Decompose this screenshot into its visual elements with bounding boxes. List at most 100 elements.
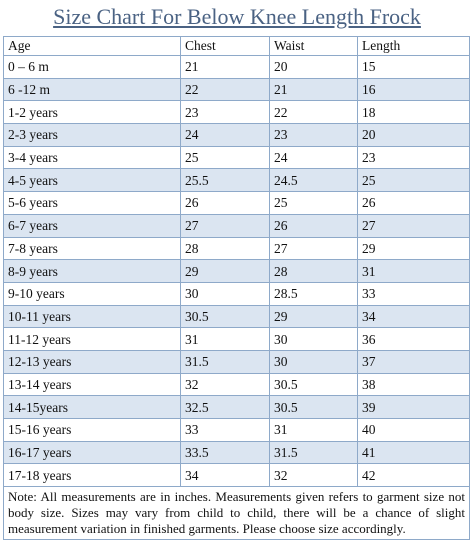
header-cell: Waist — [269, 36, 358, 56]
header-row: Age Chest Waist Length — [3, 36, 470, 56]
cell: 13-14 years — [3, 372, 181, 397]
cell: 24 — [180, 123, 270, 147]
cell: 29 — [357, 236, 470, 261]
cell: 25.5 — [180, 168, 270, 193]
cell: 28 — [269, 259, 358, 283]
cell: 38 — [357, 372, 470, 397]
cell: 2-3 years — [3, 123, 181, 147]
row: 9-10 years 30 28.5 33 — [3, 281, 470, 306]
row: 10-11 years 30.5 29 34 — [3, 304, 470, 329]
cell: 37 — [357, 349, 470, 374]
cell: 16-17 years — [3, 440, 181, 465]
row: 2-3 years 24 23 20 — [3, 123, 470, 147]
row: 11-12 years 31 30 36 — [3, 327, 470, 351]
cell: 29 — [269, 304, 358, 329]
row: 6 -12 m 22 21 16 — [3, 77, 470, 102]
cell: 24.5 — [269, 168, 358, 193]
cell: 6-7 years — [3, 213, 181, 238]
cell: 31 — [180, 327, 270, 351]
row: 6-7 years 27 26 27 — [3, 213, 470, 238]
cell: 27 — [180, 213, 270, 238]
cell: 10-11 years — [3, 304, 181, 329]
note: Note: All measurements are in inches. Me… — [3, 486, 470, 541]
cell: 9-10 years — [3, 281, 181, 306]
cell: 8-9 years — [3, 259, 181, 283]
title: Size Chart For Below Knee Length Frock — [53, 4, 421, 29]
cell: 20 — [357, 123, 470, 147]
cell: 30.5 — [269, 372, 358, 397]
cell: 6 -12 m — [3, 77, 181, 102]
cell: 11-12 years — [3, 327, 181, 351]
cell: 33 — [357, 281, 470, 306]
cell: 34 — [357, 304, 470, 329]
cell: 0 – 6 m — [3, 55, 181, 79]
row: 5-6 years 26 25 26 — [3, 191, 470, 215]
cell: 33 — [180, 418, 270, 442]
row: 8-9 years 29 28 31 — [3, 259, 470, 283]
cell: 4-5 years — [3, 168, 181, 193]
note-row: Note: All measurements are in inches. Me… — [3, 486, 470, 541]
cell: 18 — [357, 100, 470, 125]
cell: 15-16 years — [3, 418, 181, 442]
cell: 26 — [180, 191, 270, 215]
cell: 39 — [357, 395, 470, 419]
cell: 22 — [180, 77, 270, 102]
cell: 26 — [357, 191, 470, 215]
cell: 22 — [269, 100, 358, 125]
cell: 1-2 years — [3, 100, 181, 125]
cell: 32 — [180, 372, 270, 397]
cell: 42 — [357, 463, 470, 488]
cell: 32 — [269, 463, 358, 488]
cell: 7-8 years — [3, 236, 181, 261]
row: 0 – 6 m 21 20 15 — [3, 55, 470, 79]
cell: 3-4 years — [3, 145, 181, 170]
cell: 26 — [269, 213, 358, 238]
cell: 30 — [269, 349, 358, 374]
cell: 30.5 — [180, 304, 270, 329]
row: 14-15years 32.5 30.5 39 — [3, 395, 470, 419]
cell: 21 — [180, 55, 270, 79]
row: 15-16 years 33 31 40 — [3, 418, 470, 442]
cell: 30 — [180, 281, 270, 306]
row: 3-4 years 25 24 23 — [3, 145, 470, 170]
cell: 23 — [180, 100, 270, 125]
row: 12-13 years 31.5 30 37 — [3, 349, 470, 374]
row: 7-8 years 28 27 29 — [3, 236, 470, 261]
cell: 27 — [269, 236, 358, 261]
cell: 36 — [357, 327, 470, 351]
cell: 16 — [357, 77, 470, 102]
cell: 28 — [180, 236, 270, 261]
cell: 40 — [357, 418, 470, 442]
cell: 24 — [269, 145, 358, 170]
row: 13-14 years 32 30.5 38 — [3, 372, 470, 397]
cell: 12-13 years — [3, 349, 181, 374]
cell: 20 — [269, 55, 358, 79]
cell: 17-18 years — [3, 463, 181, 488]
cell: 15 — [357, 55, 470, 79]
cell: 41 — [357, 440, 470, 465]
header-cell: Age — [3, 36, 181, 56]
header-cell: Chest — [180, 36, 270, 56]
cell: 29 — [180, 259, 270, 283]
row: 17-18 years 34 32 42 — [3, 463, 470, 488]
cell: 28.5 — [269, 281, 358, 306]
cell: 30.5 — [269, 395, 358, 419]
cell: 32.5 — [180, 395, 270, 419]
cell: 34 — [180, 463, 270, 488]
row: 1-2 years 23 22 18 — [3, 100, 470, 125]
cell: 31.5 — [180, 349, 270, 374]
cell: 23 — [357, 145, 470, 170]
cell: 33.5 — [180, 440, 270, 465]
cell: 27 — [357, 213, 470, 238]
cell: 31 — [357, 259, 470, 283]
cell: 14-15years — [3, 395, 181, 419]
row: 16-17 years 33.5 31.5 41 — [3, 440, 470, 465]
cell: 30 — [269, 327, 358, 351]
cell: 25 — [180, 145, 270, 170]
header-cell: Length — [357, 36, 470, 56]
cell: 23 — [269, 123, 358, 147]
row: 4-5 years 25.5 24.5 25 — [3, 168, 470, 193]
cell: 5-6 years — [3, 191, 181, 215]
